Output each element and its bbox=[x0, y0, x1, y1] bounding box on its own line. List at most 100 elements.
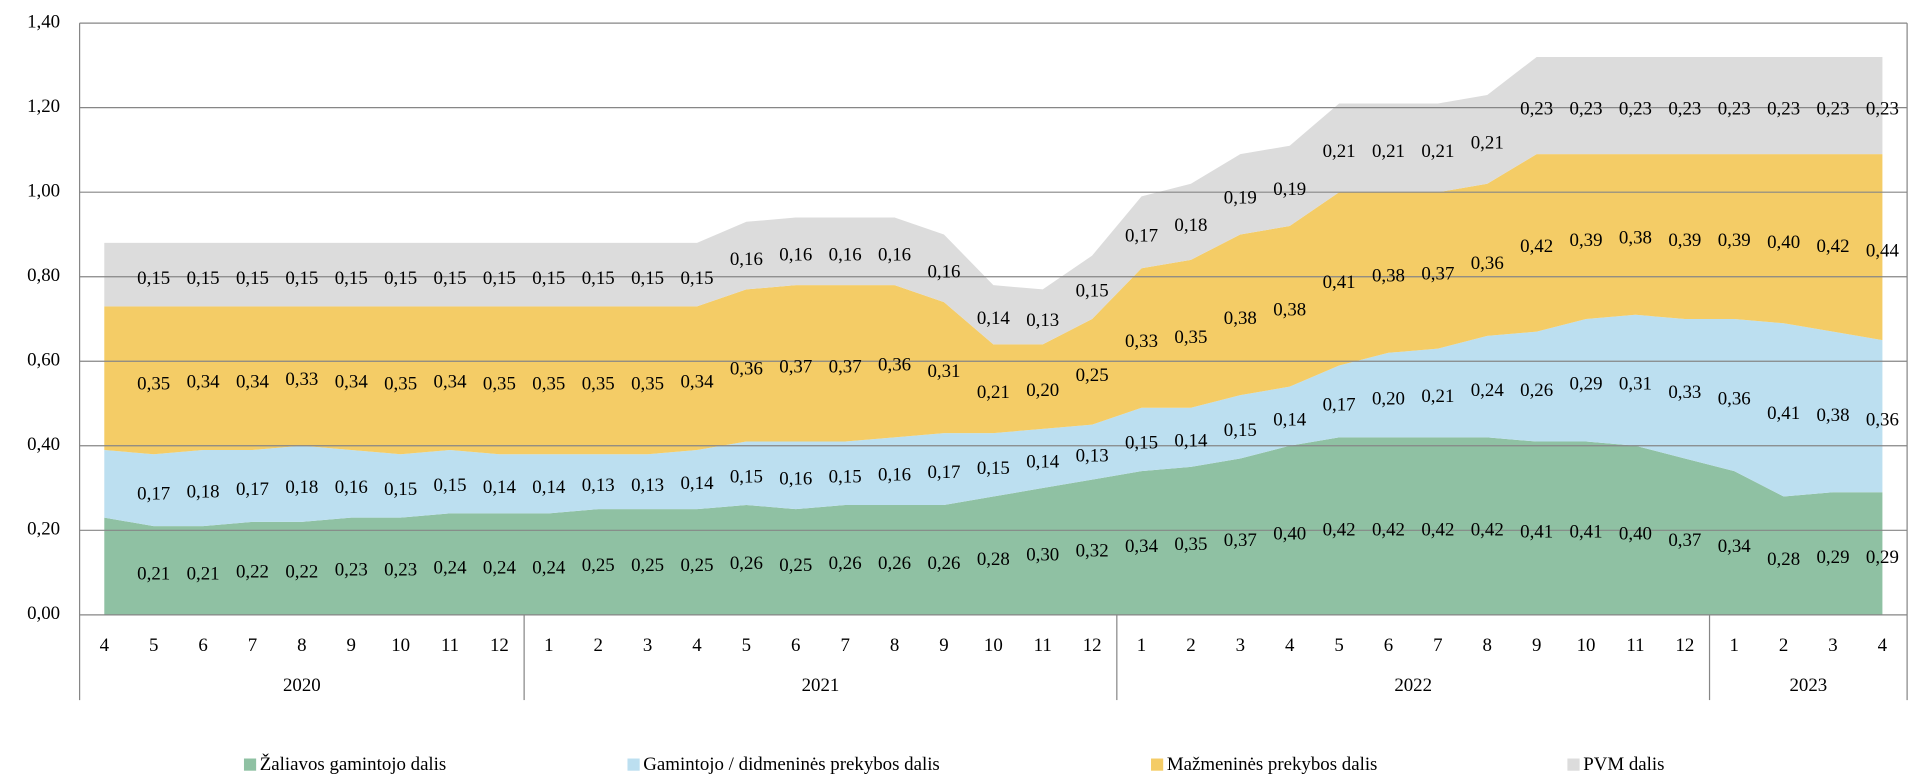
value-label: 0,24 bbox=[434, 557, 468, 578]
value-label: 0,18 bbox=[285, 477, 318, 498]
value-label: 0,36 bbox=[1718, 388, 1751, 409]
value-label: 0,31 bbox=[1619, 373, 1652, 394]
value-label: 0,16 bbox=[730, 249, 763, 270]
value-label: 0,14 bbox=[977, 308, 1011, 329]
x-tick-label: 7 bbox=[248, 635, 257, 656]
y-tick-label: 0,40 bbox=[27, 434, 60, 455]
value-label: 0,15 bbox=[236, 268, 269, 289]
value-label: 0,39 bbox=[1668, 230, 1701, 251]
value-label: 0,26 bbox=[1520, 380, 1553, 401]
value-label: 0,35 bbox=[1174, 534, 1207, 555]
value-label: 0,33 bbox=[1668, 382, 1701, 403]
value-label: 0,16 bbox=[779, 245, 812, 266]
x-tick-label: 4 bbox=[100, 635, 110, 656]
x-tick-label: 10 bbox=[1577, 635, 1596, 656]
y-tick-label: 1,00 bbox=[27, 181, 60, 202]
labels: 0,21 0,21 0,22 0,22 0,23 0,23 0,24 0,24 0,24 0,25… bbox=[27, 11, 1899, 775]
value-label: 0,36 bbox=[1471, 253, 1504, 274]
x-tick-label: 3 bbox=[1828, 635, 1837, 656]
areas bbox=[104, 56, 1883, 615]
value-label: 0,23 bbox=[384, 559, 417, 580]
value-label: 0,16 bbox=[927, 261, 960, 282]
value-label: 0,21 bbox=[1323, 141, 1356, 162]
value-label: 0,15 bbox=[483, 268, 516, 289]
value-label: 0,42 bbox=[1817, 236, 1850, 257]
y-tick-label: 0,20 bbox=[27, 519, 60, 540]
y-tick-label: 1,20 bbox=[27, 96, 60, 117]
area bbox=[104, 56, 1883, 345]
x-group-label: 2020 bbox=[283, 675, 321, 696]
value-label: 0,23 bbox=[335, 559, 368, 580]
value-label: 0,15 bbox=[977, 458, 1010, 479]
value-label: 0,40 bbox=[1767, 232, 1800, 253]
value-label: 0,35 bbox=[631, 373, 664, 394]
value-label: 0,15 bbox=[680, 268, 713, 289]
y-tick-label: 1,40 bbox=[27, 11, 60, 32]
x-tick-label: 10 bbox=[391, 635, 410, 656]
x-tick-label: 9 bbox=[347, 635, 356, 656]
value-label: 0,38 bbox=[1224, 308, 1257, 329]
value-label: 0,38 bbox=[1273, 300, 1306, 321]
value-label: 0,18 bbox=[1174, 215, 1207, 236]
value-label: 0,38 bbox=[1817, 405, 1850, 426]
x-tick-label: 1 bbox=[1137, 635, 1146, 656]
value-label: 0,36 bbox=[878, 354, 911, 375]
value-label: 0,28 bbox=[977, 549, 1010, 570]
value-label: 0,26 bbox=[878, 553, 911, 574]
value-label: 0,15 bbox=[730, 466, 763, 487]
value-label: 0,21 bbox=[1421, 386, 1454, 407]
value-label: 0,21 bbox=[1372, 141, 1405, 162]
value-label: 0,14 bbox=[1026, 452, 1060, 473]
value-label: 0,14 bbox=[1273, 409, 1307, 430]
value-label: 0,23 bbox=[1520, 99, 1553, 120]
value-label: 0,17 bbox=[1323, 395, 1356, 416]
value-label: 0,39 bbox=[1718, 230, 1751, 251]
value-label: 0,23 bbox=[1718, 99, 1751, 120]
value-label: 0,21 bbox=[1471, 133, 1504, 154]
value-label: 0,41 bbox=[1570, 521, 1603, 542]
x-group-label: 2021 bbox=[802, 675, 840, 696]
value-label: 0,33 bbox=[285, 369, 318, 390]
x-tick-label: 8 bbox=[1483, 635, 1492, 656]
x-tick-label: 6 bbox=[198, 635, 207, 656]
value-label: 0,21 bbox=[137, 564, 170, 585]
value-label: 0,25 bbox=[631, 555, 664, 576]
value-label: 0,13 bbox=[1026, 310, 1059, 331]
value-label: 0,30 bbox=[1026, 545, 1059, 566]
value-label: 0,13 bbox=[631, 475, 664, 496]
grid bbox=[78, 22, 1908, 701]
value-label: 0,14 bbox=[1174, 431, 1208, 452]
value-label: 0,34 bbox=[236, 371, 270, 392]
value-label: 0,42 bbox=[1520, 236, 1553, 257]
y-tick-label: 0,60 bbox=[27, 350, 60, 371]
x-tick-label: 4 bbox=[1285, 635, 1295, 656]
value-label: 0,29 bbox=[1570, 373, 1603, 394]
x-tick-label: 5 bbox=[742, 635, 751, 656]
value-label: 0,34 bbox=[680, 371, 714, 392]
x-tick-label: 5 bbox=[149, 635, 158, 656]
value-label: 0,23 bbox=[1866, 99, 1899, 120]
value-label: 0,16 bbox=[779, 469, 812, 490]
x-tick-label: 7 bbox=[1433, 635, 1442, 656]
x-tick-label: 9 bbox=[939, 635, 948, 656]
x-tick-label: 2 bbox=[1186, 635, 1195, 656]
value-label: 0,25 bbox=[680, 555, 713, 576]
legend-swatch bbox=[1567, 758, 1580, 771]
value-label: 0,31 bbox=[927, 361, 960, 382]
y-tick-label: 0,80 bbox=[27, 265, 60, 286]
value-label: 0,23 bbox=[1619, 99, 1652, 120]
x-tick-label: 4 bbox=[692, 635, 702, 656]
x-group-label: 2023 bbox=[1789, 675, 1827, 696]
value-label: 0,15 bbox=[434, 475, 467, 496]
value-label: 0,15 bbox=[829, 466, 862, 487]
x-tick-label: 6 bbox=[1384, 635, 1393, 656]
x-tick-label: 2 bbox=[593, 635, 602, 656]
value-label: 0,24 bbox=[532, 557, 566, 578]
value-label: 0,34 bbox=[187, 371, 221, 392]
value-label: 0,14 bbox=[483, 477, 517, 498]
value-label: 0,32 bbox=[1076, 540, 1109, 561]
x-tick-label: 3 bbox=[1236, 635, 1245, 656]
value-label: 0,24 bbox=[1471, 380, 1505, 401]
value-label: 0,26 bbox=[730, 553, 763, 574]
